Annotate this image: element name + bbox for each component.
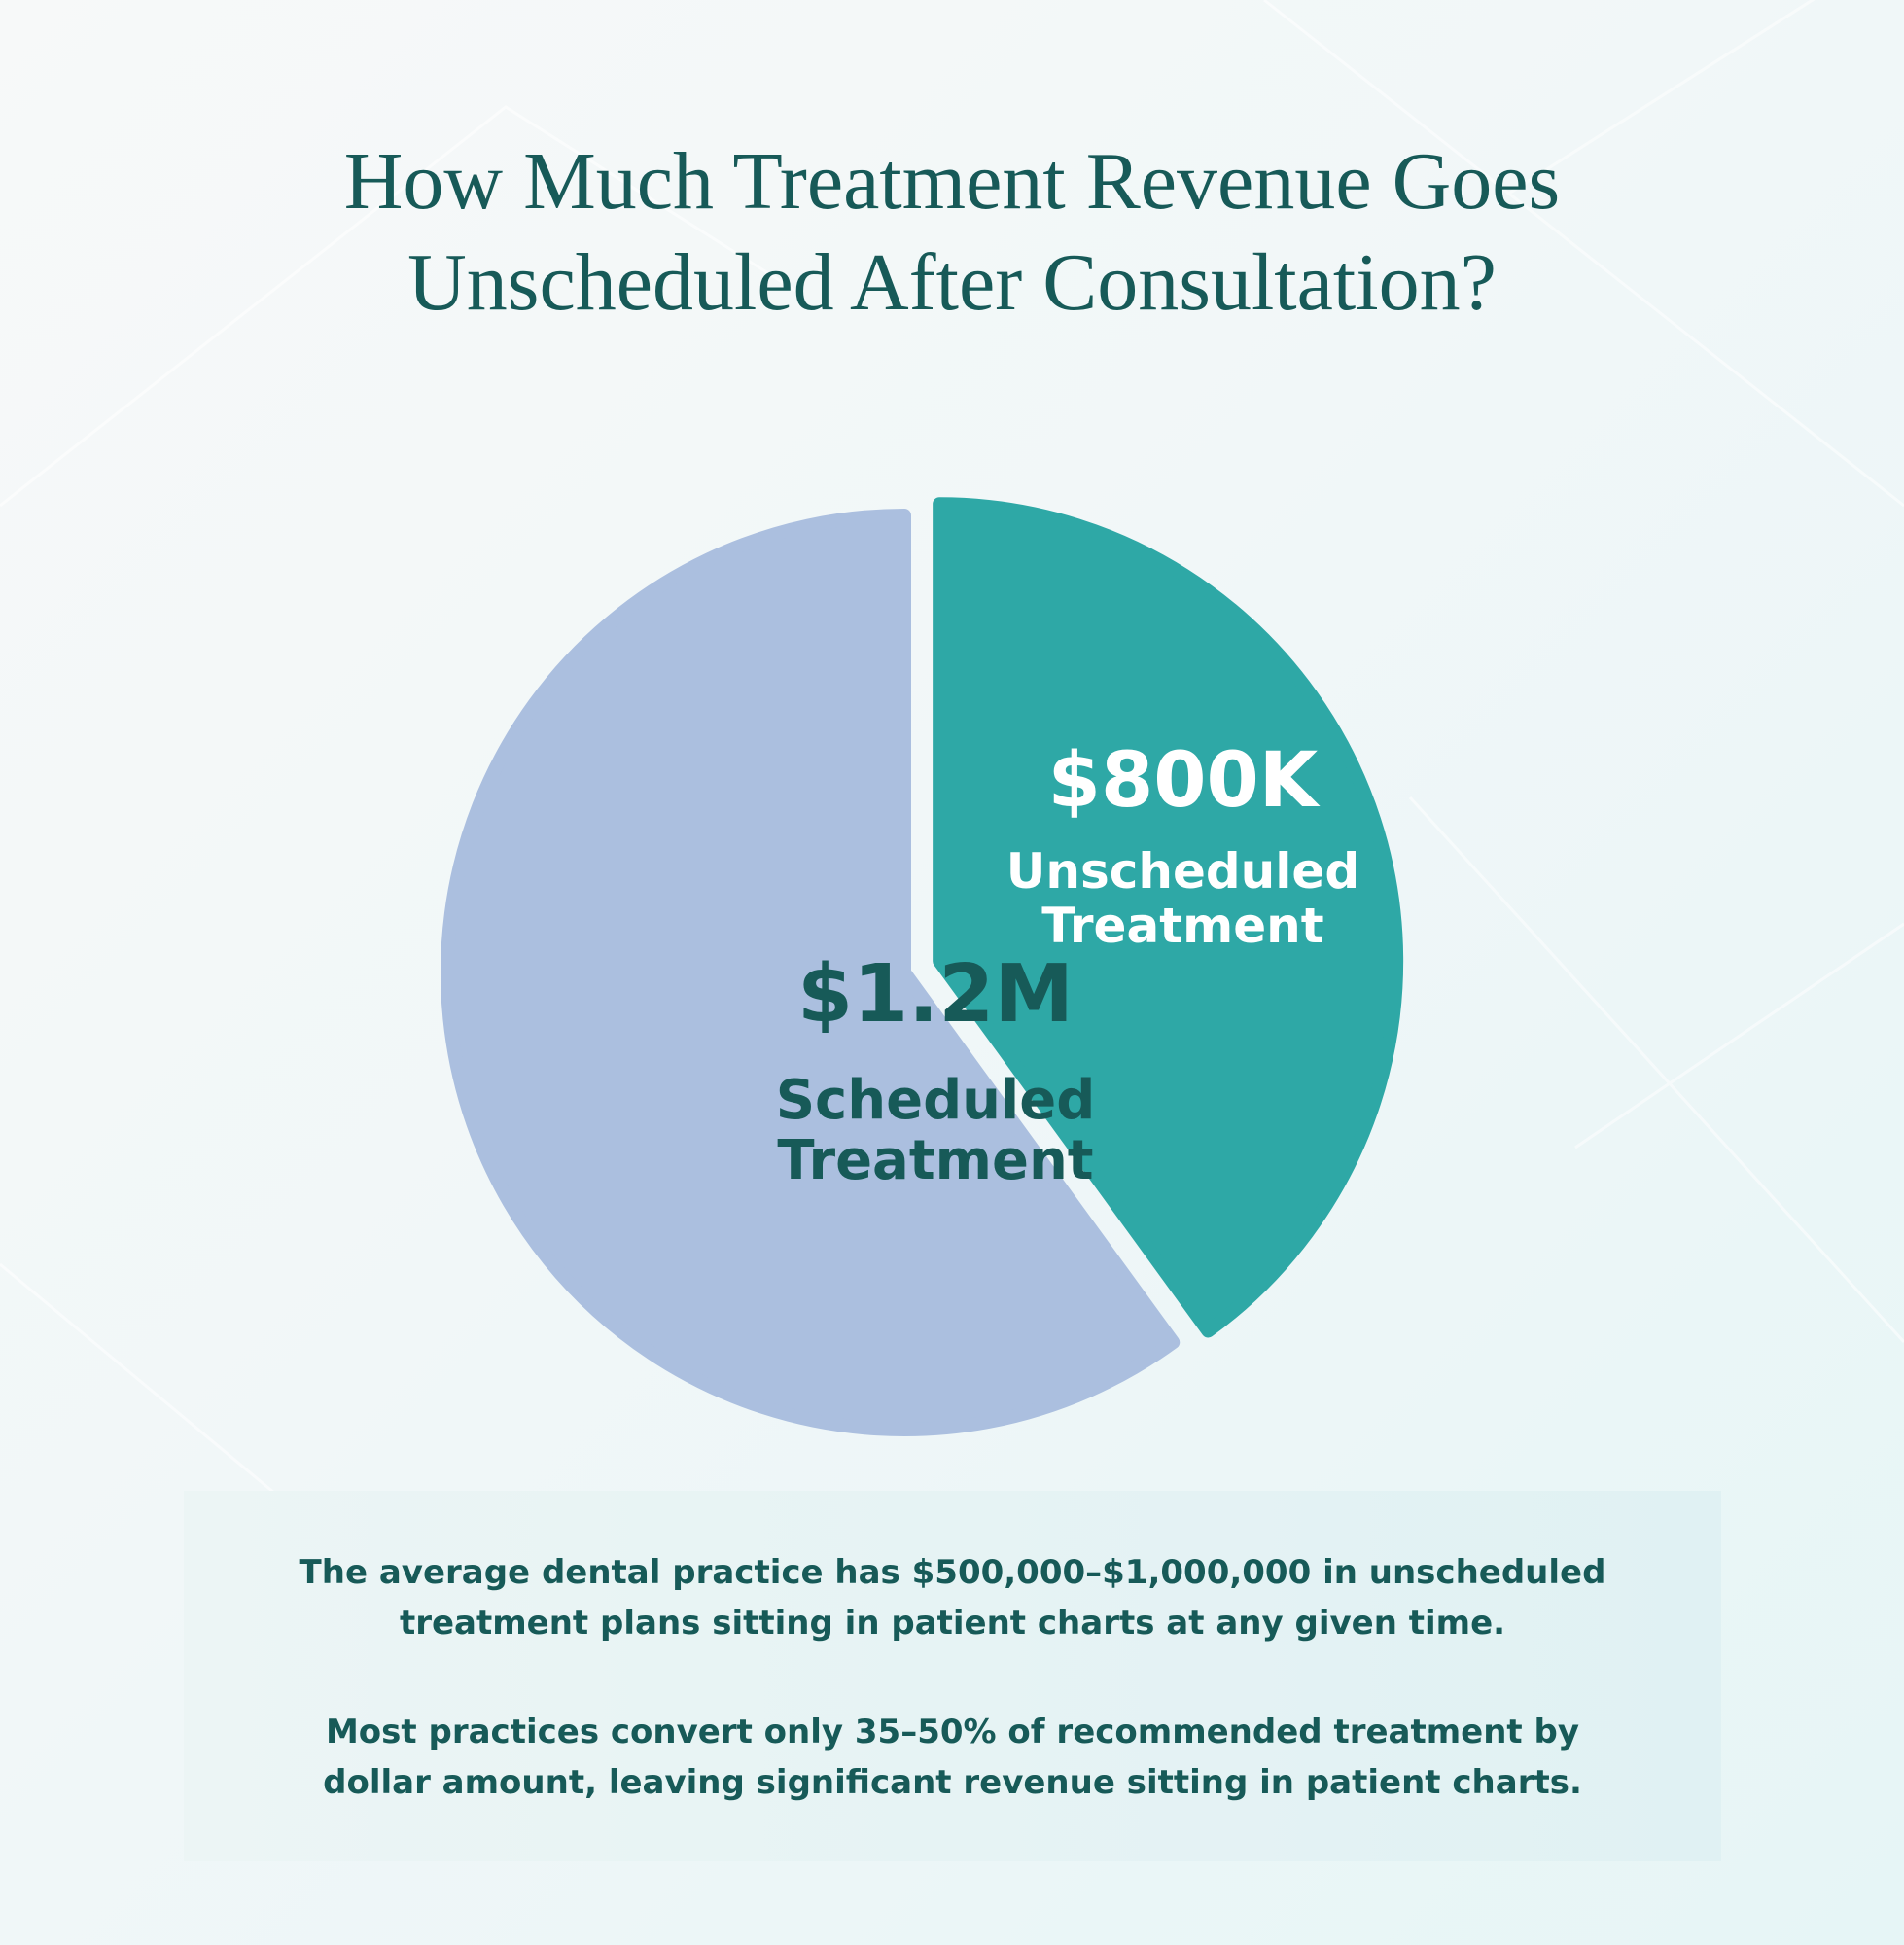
- info-paragraph-2-line-2: dollar amount, leaving significant reven…: [323, 1763, 1582, 1802]
- slice-category-label-unscheduled-1: Unscheduled: [1006, 843, 1359, 900]
- pie-slice-scheduled: [441, 509, 1181, 1436]
- info-paragraph-1-line-1: The average dental practice has $500,000…: [299, 1553, 1606, 1592]
- slice-category-label-scheduled-1: Scheduled: [776, 1069, 1096, 1132]
- info-box: The average dental practice has $500,000…: [184, 1491, 1721, 1861]
- slice-value-label-scheduled: $1.2M: [797, 948, 1074, 1041]
- info-paragraph-1: The average dental practice has $500,000…: [184, 1547, 1721, 1648]
- info-paragraph-2: Most practices convert only 35–50% of re…: [184, 1707, 1721, 1808]
- title-line-2: Unscheduled After Consultation?: [407, 237, 1497, 328]
- slice-category-label-unscheduled-2: Treatment: [1041, 898, 1323, 954]
- slice-category-label-scheduled-2: Treatment: [777, 1129, 1093, 1192]
- pie-slice-unscheduled: [933, 497, 1404, 1338]
- info-paragraph-2-line-1: Most practices convert only 35–50% of re…: [325, 1713, 1580, 1751]
- info-paragraph-1-line-2: treatment plans sitting in patient chart…: [399, 1604, 1506, 1643]
- title-line-1: How Much Treatment Revenue Goes: [343, 136, 1561, 227]
- slice-value-label-unscheduled: $800K: [1048, 737, 1321, 825]
- chart-title: How Much Treatment Revenue Goes Unschedu…: [0, 131, 1904, 334]
